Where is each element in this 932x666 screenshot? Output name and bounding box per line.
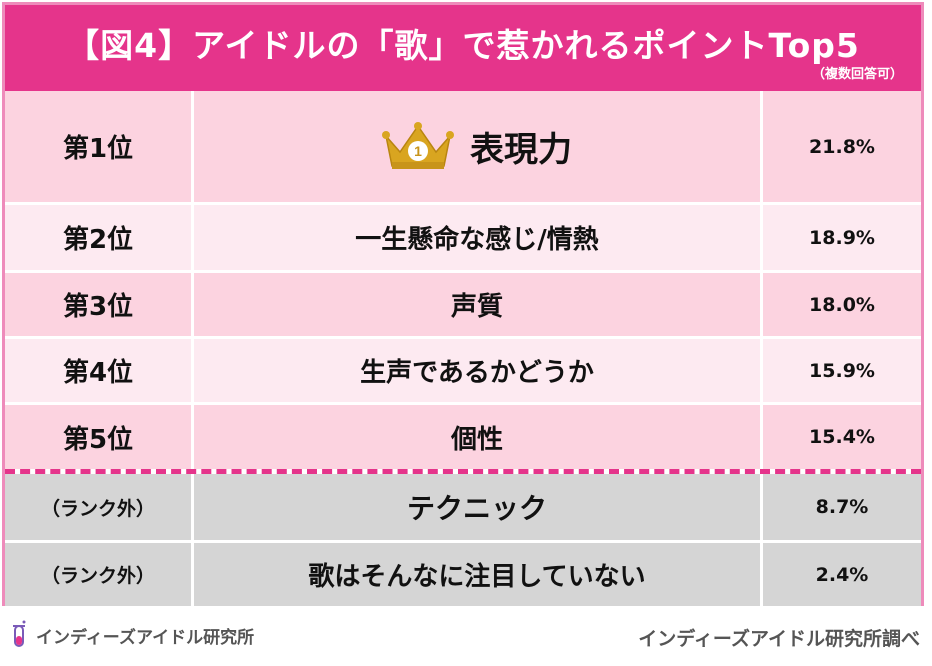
footer-logo: インディーズアイドル研究所 [10, 620, 254, 650]
rank-label: 第1位 [62, 134, 134, 164]
table-row: （ランク外） テクニック 8.7% [5, 474, 921, 540]
item-label: 一生懸命な感じ/情熱 [355, 225, 599, 255]
rank-label: （ランク外） [40, 497, 155, 520]
rank-label: 第4位 [62, 358, 134, 388]
page-title: 【図4】アイドルの「歌」で惹かれるポイントTop5 [66, 26, 860, 65]
item-label: 歌はそんなに注目していない [308, 562, 646, 592]
item-label-cell: 1 表現力 [194, 91, 760, 202]
crown-icon: 1 [382, 121, 454, 169]
header-bar: 【図4】アイドルの「歌」で惹かれるポイントTop5 （複数回答可） [5, 5, 921, 91]
crown-number: 1 [414, 143, 422, 159]
item-label: 表現力 [470, 130, 572, 170]
percent-value: 8.7% [815, 496, 869, 518]
table-row: 第3位 声質 18.0% [5, 273, 921, 336]
percent-value: 18.0% [809, 293, 875, 316]
source-credit: インディーズアイドル研究所調べ [638, 628, 920, 650]
percent-value: 15.4% [809, 426, 875, 448]
percent-value: 15.9% [809, 359, 875, 382]
table-row: 第2位 一生懸命な感じ/情熱 18.9% [5, 205, 921, 270]
rank-divider [5, 469, 921, 474]
table-row: 第5位 個性 15.4% [5, 405, 921, 469]
table-row: （ランク外） 歌はそんなに注目していない 2.4% [5, 543, 921, 606]
flask-icon [13, 620, 26, 647]
item-label: テクニック [406, 492, 547, 525]
rank-label: 第5位 [62, 424, 134, 455]
footer-logo-text: インディーズアイドル研究所 [36, 627, 255, 648]
rank-label: （ランク外） [40, 565, 155, 587]
percent-value: 2.4% [815, 563, 869, 586]
percent-value: 21.8% [809, 135, 875, 158]
percent-value: 18.9% [809, 226, 875, 249]
rank-label: 第3位 [62, 292, 134, 322]
item-label: 生声であるかどうか [360, 358, 594, 388]
ranking-table: 【図4】アイドルの「歌」で惹かれるポイントTop5 （複数回答可） 第1位 1 … [2, 2, 924, 606]
multiple-answer-note: （複数回答可） [811, 67, 903, 82]
table-row: 第1位 1 表現力 21.8% [5, 91, 921, 202]
rank-label: 第2位 [62, 225, 134, 255]
table-row: 第4位 生声であるかどうか 15.9% [5, 339, 921, 402]
item-label: 声質 [450, 292, 503, 322]
item-label: 個性 [450, 424, 503, 455]
